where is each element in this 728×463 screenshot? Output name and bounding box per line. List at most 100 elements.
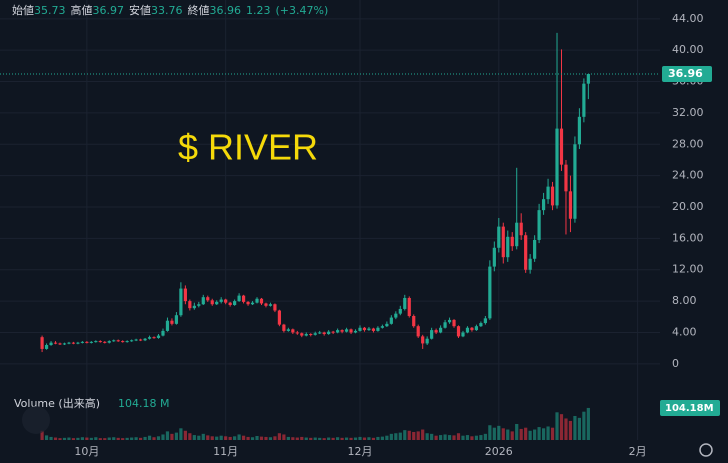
candle-body <box>219 299 223 302</box>
volume-bar <box>174 432 179 440</box>
volume-bar <box>488 425 492 440</box>
candle-body <box>241 295 246 302</box>
volume-bar <box>353 437 358 440</box>
volume-bar <box>197 435 201 440</box>
volume-bar <box>103 438 107 440</box>
high-value: 36.97 <box>93 4 125 17</box>
volume-bar <box>98 438 102 440</box>
volume-bar <box>264 436 268 440</box>
y-tick-label: 0 <box>672 357 679 370</box>
candle-body <box>568 191 573 219</box>
volume-bar <box>40 430 44 440</box>
candle-body <box>519 222 523 236</box>
candle-body <box>416 326 420 337</box>
candle-body <box>537 210 541 240</box>
volume-bar <box>147 435 152 440</box>
volume-bar <box>62 437 67 440</box>
candle-body <box>403 297 407 309</box>
candle-body <box>394 313 398 318</box>
volume-bar <box>85 437 89 440</box>
candle-body <box>246 301 250 305</box>
volume-bar <box>300 436 304 440</box>
volume-bar <box>327 437 331 440</box>
candle-body <box>398 308 402 314</box>
candle-body <box>443 322 447 328</box>
volume-bar <box>483 433 487 440</box>
change-value: 1.23 <box>246 4 271 17</box>
candle-body <box>121 341 125 343</box>
candle-body <box>94 341 98 343</box>
high-label: 高値 <box>71 3 93 17</box>
candle-body <box>331 331 335 333</box>
volume-bar <box>349 437 353 440</box>
candle-body <box>255 298 259 303</box>
candle-body <box>313 333 317 335</box>
volume-bar <box>582 411 586 440</box>
candle-body <box>112 340 116 342</box>
candle-body <box>340 330 344 332</box>
volume-bar <box>470 436 474 440</box>
candle-body <box>524 235 528 270</box>
volume-bar <box>107 437 111 440</box>
volume-bar <box>121 438 125 440</box>
volume-bar <box>434 435 438 440</box>
volume-bar <box>156 436 161 440</box>
volume-bar <box>295 437 299 440</box>
candle-body <box>201 297 205 305</box>
volume-bar <box>461 435 465 440</box>
candle-body <box>206 297 210 301</box>
volume-bar <box>474 435 479 440</box>
volume-bar <box>210 436 214 440</box>
candle-body <box>197 304 201 306</box>
volume-bar <box>233 436 237 440</box>
volume-bar <box>219 435 223 440</box>
volume-bar <box>380 436 384 440</box>
volume-bar <box>179 428 183 440</box>
candle-body <box>237 295 241 302</box>
settings-icon[interactable] <box>699 443 713 457</box>
y-tick-label: 40.00 <box>672 43 704 56</box>
volume-bar <box>192 435 196 440</box>
volume-bar <box>371 437 376 440</box>
candle-body <box>577 116 582 145</box>
candle-body <box>492 247 496 267</box>
volume-bar <box>291 437 295 440</box>
candle-body <box>277 310 282 325</box>
volume-bar <box>71 438 76 440</box>
candle-body <box>103 341 107 343</box>
last-price-tag <box>662 66 712 83</box>
y-tick-label: 28.00 <box>672 137 704 150</box>
x-tick-label: 2026 <box>485 445 513 458</box>
volume-tag <box>660 400 720 416</box>
plot: 0 4.00 8.00 12.00 16.00 20.00 24.00 28.00 32.00 3… <box>0 0 720 458</box>
candle-body <box>295 332 299 334</box>
candle-body <box>300 333 304 336</box>
volume-bar <box>577 417 582 440</box>
candle-body <box>447 319 452 323</box>
candle-body <box>130 340 134 342</box>
candle-body <box>438 327 443 333</box>
volume-bar <box>438 435 443 440</box>
candle-body <box>412 315 416 327</box>
y-tick-label: 4.00 <box>672 325 697 338</box>
candle-body <box>143 338 147 341</box>
volume-bar <box>112 437 116 440</box>
volume-bar <box>550 427 555 440</box>
volume-bar <box>456 433 461 440</box>
candle-body <box>533 239 537 259</box>
volume-bar <box>58 438 62 440</box>
candle-body <box>506 236 510 258</box>
volume-bar <box>134 437 138 440</box>
volume-bar <box>89 437 93 440</box>
volume-bar <box>94 437 98 440</box>
volume-bar <box>277 433 282 440</box>
volume-bar <box>125 437 129 440</box>
candle-body <box>479 323 483 327</box>
candle-body <box>183 288 187 302</box>
volume-bar <box>130 437 134 440</box>
volume-bar <box>268 437 273 440</box>
candle-body <box>224 299 228 303</box>
volume-bar <box>425 433 429 440</box>
candle-body <box>165 320 170 331</box>
candle-body <box>49 342 53 346</box>
